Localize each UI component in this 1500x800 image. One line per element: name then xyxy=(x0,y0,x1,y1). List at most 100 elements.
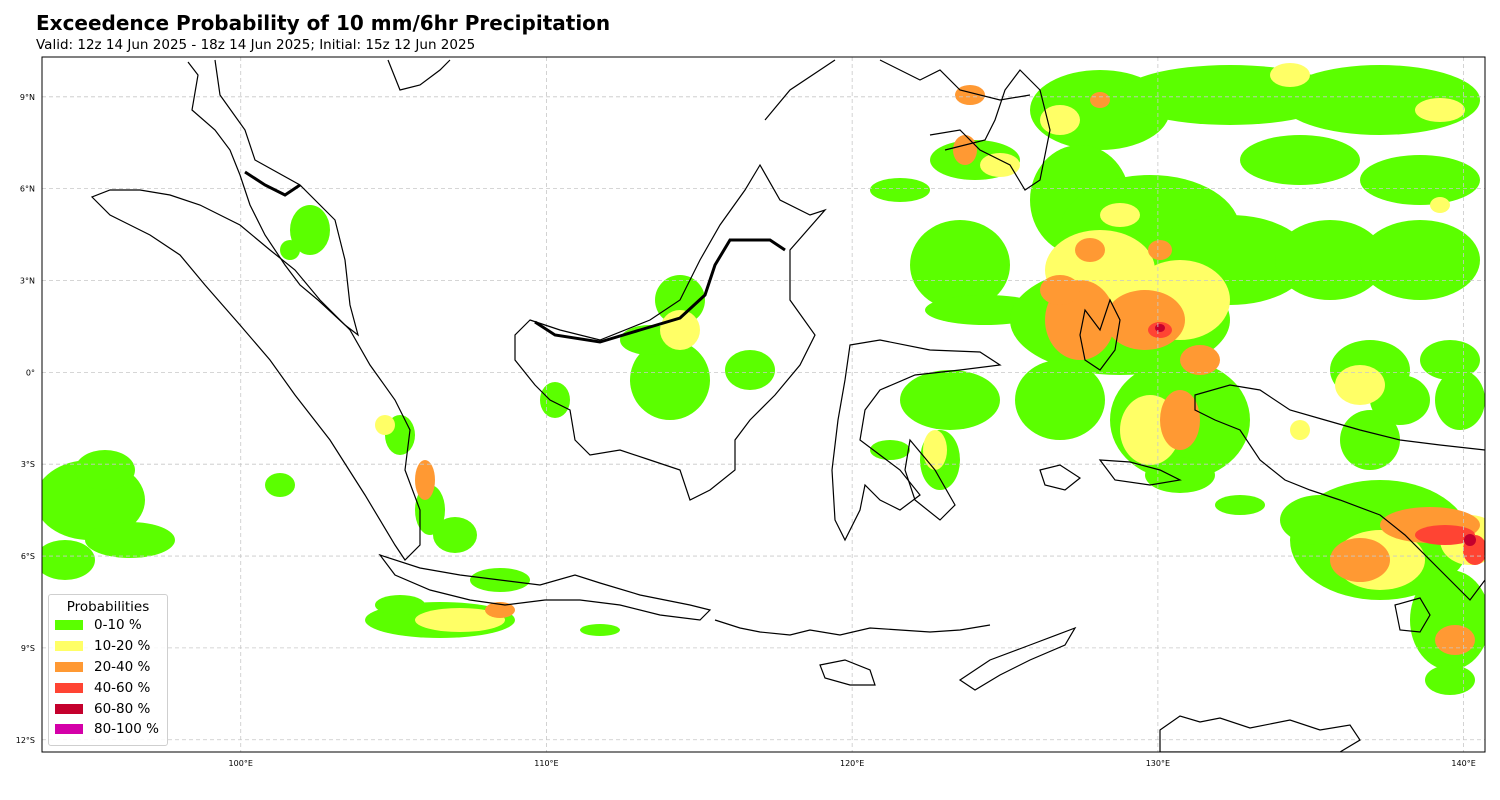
coastline-timor xyxy=(958,626,1077,691)
probability-region xyxy=(580,624,620,636)
probability-region xyxy=(953,135,977,165)
coastline-palawan xyxy=(764,59,836,121)
coastline-seram xyxy=(1098,459,1182,486)
probability-region xyxy=(955,85,985,105)
probability-region xyxy=(630,340,710,420)
legend-item: 20-40 % xyxy=(49,657,167,678)
legend-item: 80-100 % xyxy=(49,719,167,740)
probability-region xyxy=(540,382,570,418)
probability-region xyxy=(1160,390,1200,450)
probability-region xyxy=(1430,197,1450,213)
lon-tick-label: 140°E xyxy=(1451,759,1475,768)
probability-region xyxy=(75,450,135,490)
coastline-australia xyxy=(1159,715,1361,752)
coastline-philippines-north xyxy=(879,59,1031,101)
legend-title: Probabilities xyxy=(66,599,150,615)
legend-label: 60-80 % xyxy=(94,700,151,717)
legend-label: 10-20 % xyxy=(94,638,151,655)
lat-tick-label: 0° xyxy=(26,368,35,377)
axis-tick-labels: 100°E 110°E 120°E 130°E 140°E 9°N 6°N 3°N 0° 3°S 6… xyxy=(16,93,1476,768)
lat-tick-label: 6°N xyxy=(20,185,35,194)
probability-region xyxy=(1420,340,1480,380)
gridlines xyxy=(42,57,1485,752)
probability-region xyxy=(1148,240,1172,260)
legend-item: 0-10 % xyxy=(49,615,167,636)
probability-region xyxy=(1360,155,1480,205)
probability-region xyxy=(85,522,175,558)
probability-region xyxy=(42,540,95,580)
probability-region xyxy=(1015,360,1105,440)
legend-swatch xyxy=(55,661,83,672)
boundary-malaysia-indonesia xyxy=(534,238,786,344)
probability-region xyxy=(375,595,425,615)
probability-region xyxy=(265,473,295,497)
boundary-thailand-malaysia xyxy=(244,170,301,197)
legend-swatch xyxy=(55,703,83,714)
coastline-sulawesi-se xyxy=(904,438,956,521)
probability-region xyxy=(1040,275,1080,305)
probability-region xyxy=(1425,665,1475,695)
probability-region xyxy=(1335,365,1385,405)
coastline-bali-lombok xyxy=(714,619,991,636)
coastline-palawan-b xyxy=(387,59,451,91)
probability-region xyxy=(1145,457,1215,493)
probability-region xyxy=(1415,525,1475,545)
probability-region xyxy=(1435,370,1485,430)
probability-region xyxy=(1040,105,1080,135)
lon-tick-label: 120°E xyxy=(840,759,864,768)
probability-region xyxy=(1330,538,1390,582)
probability-region xyxy=(1275,220,1385,300)
probability-region xyxy=(1240,135,1360,185)
probability-region xyxy=(1360,220,1480,300)
lat-tick-label: 3°N xyxy=(20,277,35,286)
probability-region xyxy=(900,370,1000,430)
probability-region xyxy=(375,415,395,435)
lat-tick-label: 6°S xyxy=(21,552,35,561)
probability-region xyxy=(1280,495,1360,545)
probability-region xyxy=(1464,534,1476,546)
probability-legend: Probabilities 0-10 % 10-20 % 20-40 % 40-60 … xyxy=(48,594,168,746)
lon-tick-label: 130°E xyxy=(1146,759,1170,768)
map-subtitle: Valid: 12z 14 Jun 2025 - 18z 14 Jun 2025… xyxy=(36,37,476,53)
coastline-sumba xyxy=(819,659,876,686)
probability-region xyxy=(1100,203,1140,227)
probability-region xyxy=(725,350,775,390)
probability-region xyxy=(910,220,1010,310)
probability-region xyxy=(870,178,930,202)
probability-region xyxy=(1290,420,1310,440)
coastlines xyxy=(90,59,1485,752)
lat-tick-label: 12°S xyxy=(16,736,35,745)
probability-region xyxy=(1075,238,1105,262)
probability-region xyxy=(980,153,1020,177)
lon-tick-label: 100°E xyxy=(229,759,253,768)
probability-region xyxy=(485,602,515,618)
coastline-sulawesi xyxy=(831,339,1002,542)
coastline-borneo xyxy=(514,163,827,501)
legend-swatch xyxy=(55,724,83,735)
coastline-aru xyxy=(1394,597,1431,633)
coastline-malay-peninsula xyxy=(187,59,360,337)
map-title: Exceedence Probability of 10 mm/6hr Prec… xyxy=(36,11,611,35)
probability-region xyxy=(280,240,300,260)
coastline-buru xyxy=(1039,464,1082,491)
probability-region xyxy=(1340,410,1400,470)
probability-field-layer xyxy=(42,63,1485,695)
lat-tick-label: 9°N xyxy=(20,93,35,102)
coastline-halmahera xyxy=(1079,298,1121,371)
probability-region xyxy=(870,440,910,460)
probability-region xyxy=(1270,63,1310,87)
coastline-sumatra xyxy=(90,189,421,561)
legend-label: 80-100 % xyxy=(94,721,159,738)
legend-item: 60-80 % xyxy=(49,698,167,719)
coastline-new-guinea xyxy=(1194,384,1485,601)
probability-region xyxy=(1410,570,1485,670)
probability-region xyxy=(415,608,505,632)
probability-region xyxy=(415,460,435,500)
legend-label: 40-60 % xyxy=(94,679,151,696)
probability-region xyxy=(433,517,477,553)
map-frame xyxy=(41,56,1486,753)
probability-region xyxy=(1155,324,1165,332)
probability-region xyxy=(1370,375,1430,425)
legend-swatch xyxy=(55,641,83,652)
